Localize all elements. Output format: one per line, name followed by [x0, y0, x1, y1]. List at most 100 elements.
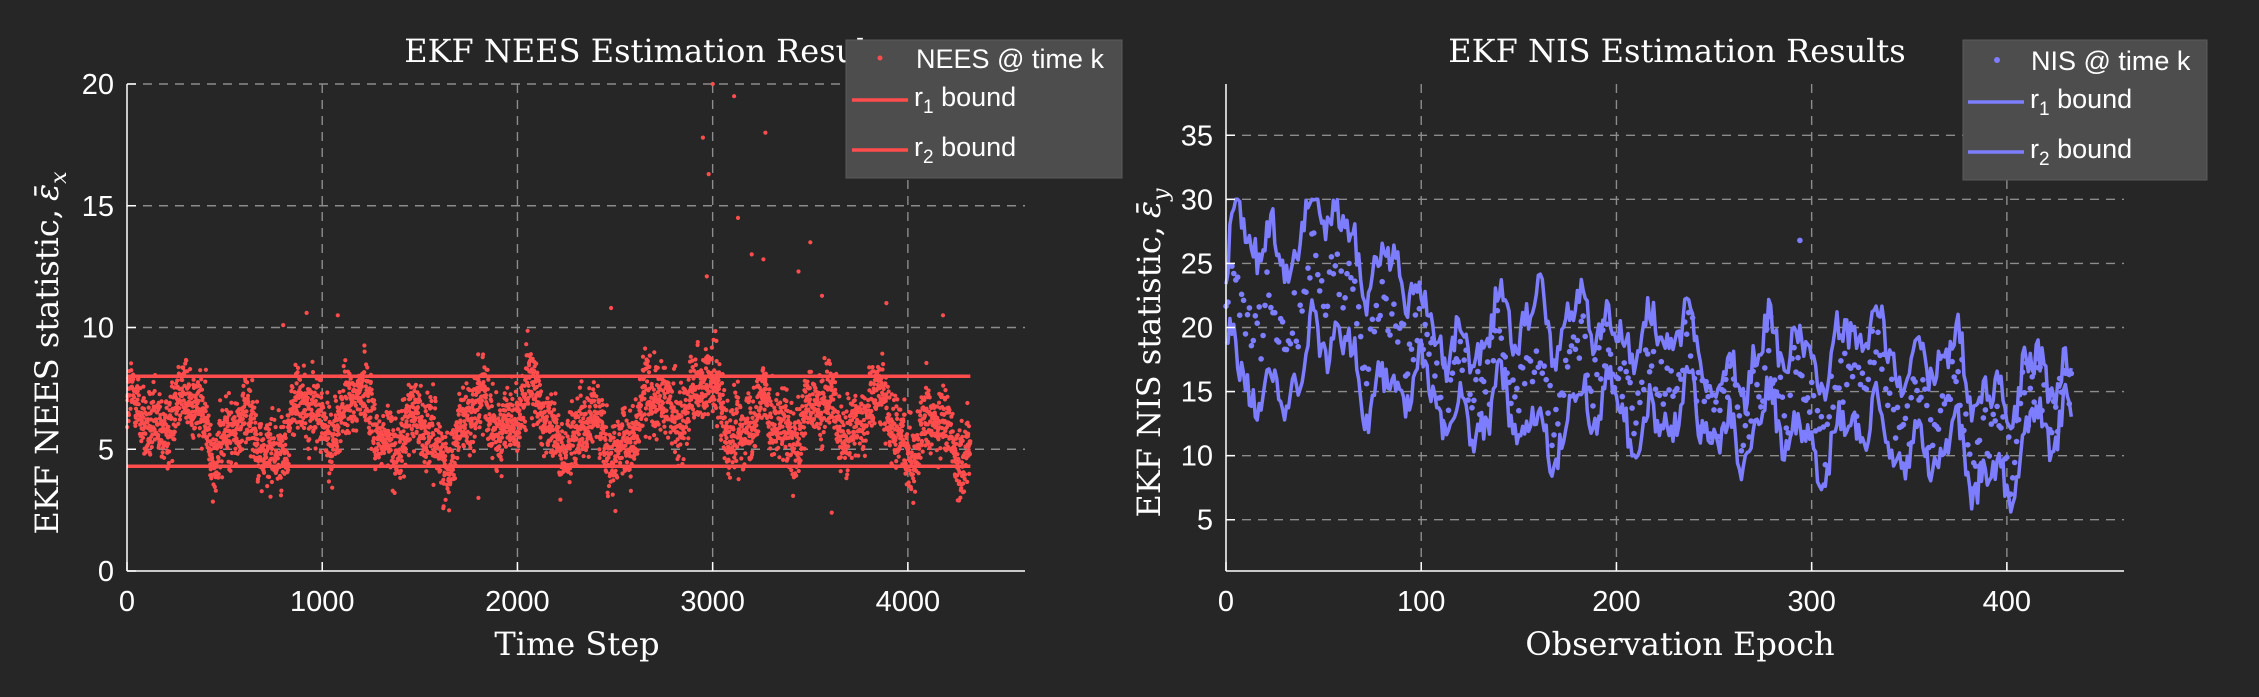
nees-point	[732, 382, 737, 387]
nees-point	[777, 455, 782, 460]
nis-point	[1758, 404, 1764, 410]
nees-point	[294, 381, 299, 386]
nis-point	[1533, 348, 1540, 354]
nees-point	[722, 456, 727, 461]
nees-point	[568, 471, 574, 476]
nees-point	[782, 414, 788, 419]
nees-point	[173, 391, 178, 396]
nees-point	[283, 435, 288, 441]
nees-point	[960, 438, 965, 443]
nis-point	[1603, 321, 1610, 328]
nis-point	[1570, 334, 1577, 340]
nees-point	[783, 444, 788, 449]
nees-point	[753, 412, 758, 417]
nis-point	[1465, 397, 1471, 403]
nees-point	[514, 381, 519, 386]
nis-point	[1316, 288, 1323, 294]
nis-point	[1240, 297, 1247, 304]
nees-point	[337, 409, 342, 414]
nis-point	[1828, 373, 1834, 380]
nis-point	[2045, 387, 2051, 393]
nees-point	[259, 489, 264, 494]
nees-point	[553, 391, 558, 396]
nees-point	[624, 460, 630, 465]
nees-point	[472, 434, 477, 439]
nees-point	[424, 445, 429, 450]
nees-point	[926, 440, 931, 445]
nis-point	[1371, 328, 1378, 335]
nis-point	[1408, 346, 1415, 352]
nees-point	[220, 475, 225, 480]
nis-point	[1689, 315, 1696, 321]
nees-point	[128, 406, 133, 411]
nees-point	[567, 446, 573, 451]
nis-point	[1742, 422, 1749, 429]
nees-point	[937, 400, 942, 405]
nis-point	[1754, 381, 1760, 388]
nis-point	[1605, 347, 1612, 353]
nees-point	[318, 408, 323, 413]
nis-point	[1555, 421, 1561, 427]
nis-point	[1957, 402, 1963, 409]
nees-point	[376, 443, 382, 448]
nis-point	[1762, 365, 1768, 371]
nees-point	[936, 437, 941, 442]
nees-point	[253, 420, 258, 425]
nis-point	[1303, 289, 1309, 296]
nees-point	[203, 409, 208, 414]
nees-point	[423, 409, 428, 414]
nees-axes	[126, 83, 1025, 572]
nees-point	[887, 412, 892, 418]
nees-point	[607, 471, 613, 476]
nees-point	[661, 419, 666, 424]
nees-point	[545, 442, 551, 447]
nees-point	[417, 399, 423, 404]
nees-point	[763, 377, 768, 382]
nees-point	[443, 441, 448, 446]
nees-point	[838, 438, 843, 443]
nees-point	[571, 419, 576, 425]
nees-point	[558, 497, 563, 502]
nis-point	[2058, 389, 2065, 396]
nees-point	[363, 384, 368, 389]
nees-point	[208, 467, 213, 472]
nees-point	[342, 414, 347, 419]
nees-point	[525, 328, 530, 333]
nees-point	[925, 422, 930, 427]
nees-point	[152, 388, 157, 394]
nees-point	[586, 454, 591, 459]
nees-point	[650, 419, 655, 424]
nis-point	[1519, 365, 1526, 371]
nees-point	[290, 385, 295, 390]
nees-point	[733, 419, 739, 424]
nees-point	[523, 428, 528, 433]
nees-point	[523, 392, 528, 397]
nis-y-tick-label: 30	[1181, 184, 1213, 216]
nees-point	[896, 454, 901, 459]
nees-point	[376, 455, 381, 460]
nis-point	[1678, 376, 1684, 382]
nis-point	[1537, 360, 1544, 366]
nees-point	[911, 500, 916, 505]
nees-point	[404, 403, 409, 408]
nees-point	[612, 430, 617, 435]
nees-point	[689, 404, 695, 409]
nees-point	[645, 359, 650, 364]
nees-point	[854, 424, 859, 429]
nees-point	[452, 476, 458, 481]
nis-point	[1424, 331, 1430, 338]
nis-point	[1726, 363, 1733, 370]
nees-point	[387, 432, 393, 437]
nees-point	[638, 403, 644, 408]
nis-point	[1723, 376, 1729, 383]
nees-point	[928, 411, 933, 417]
nees-point	[837, 424, 842, 429]
nis-point	[2050, 398, 2057, 405]
nees-point	[966, 431, 971, 436]
nees-point	[883, 441, 888, 446]
nees-point	[432, 449, 437, 454]
nees-point	[206, 426, 212, 432]
nees-point	[366, 398, 371, 404]
nees-point	[655, 365, 660, 370]
nees-point	[339, 420, 344, 425]
